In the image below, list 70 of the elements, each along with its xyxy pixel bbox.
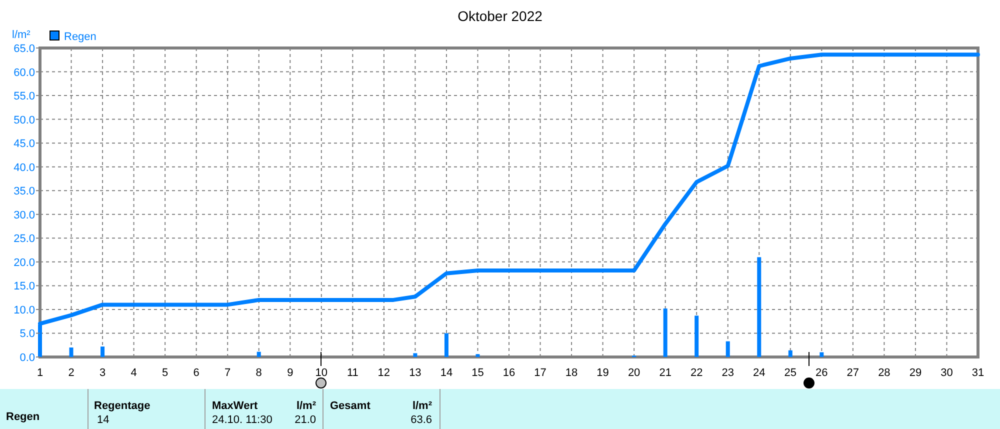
y-tick-label: 60.0 <box>14 66 35 79</box>
text: l/m² <box>296 400 316 412</box>
text: l/m² <box>412 400 432 412</box>
y-tick-label: 10.0 <box>14 304 35 316</box>
x-tick-label: 22 <box>690 367 703 379</box>
x-tick-label: 5 <box>162 367 168 379</box>
x-tick-label: 4 <box>130 367 137 379</box>
x-tick-label: 23 <box>722 367 734 379</box>
y-tick-label: 0.0 <box>20 352 35 364</box>
x-tick-label: 18 <box>565 367 578 379</box>
bar <box>663 308 668 357</box>
y-tick-label: 25.0 <box>14 233 35 246</box>
y-tick-label: 65.0 <box>14 43 35 55</box>
x-tick-label: 2 <box>68 367 74 379</box>
y-tick-label: 55.0 <box>14 90 35 103</box>
x-tick-label: 9 <box>287 367 294 379</box>
bar <box>820 352 824 357</box>
x-tick-label: 30 <box>940 367 953 379</box>
x-tick-label: 27 <box>846 367 860 379</box>
bar <box>69 347 74 357</box>
x-tick-label: 3 <box>99 367 106 379</box>
y-tick-label: 45.0 <box>14 138 35 150</box>
bar <box>256 352 261 357</box>
x-tick-label: 17 <box>534 367 546 379</box>
text: 63.6 <box>410 414 432 426</box>
x-tick-label: 11 <box>346 367 358 379</box>
y-tick-label: 50.0 <box>14 114 35 126</box>
bar <box>413 353 418 357</box>
text: Gesamt <box>330 400 371 412</box>
x-tick-label: 15 <box>472 367 484 379</box>
x-tick-label: 31 <box>972 367 984 379</box>
text: 21.0 <box>294 414 316 426</box>
text: Regen <box>6 411 40 423</box>
bar <box>757 257 762 357</box>
x-tick-label: 7 <box>224 367 231 379</box>
y-tick-label: 5.0 <box>20 328 35 340</box>
x-tick-label: 19 <box>596 367 609 379</box>
bar <box>726 341 730 357</box>
x-tick-label: 25 <box>784 367 797 379</box>
x-tick-label: 6 <box>193 367 200 379</box>
y-tick-label: 30.0 <box>14 209 35 222</box>
legend-label: Regen <box>64 31 96 43</box>
y-tick-label: 20.0 <box>14 256 35 269</box>
bar <box>100 346 105 357</box>
text: 24.10. 11:30 <box>212 414 272 426</box>
x-tick-label: 28 <box>878 367 890 379</box>
y-tick-label: 40.0 <box>14 162 35 174</box>
x-tick-label: 16 <box>502 367 516 379</box>
x-tick-label: 29 <box>909 367 922 379</box>
y-axis-title: l/m² <box>12 29 31 41</box>
text: Regentage <box>94 400 150 412</box>
x-tick-label: 21 <box>659 367 672 379</box>
text: 14 <box>97 414 110 426</box>
x-tick-label: 1 <box>36 367 44 379</box>
x-tick-label: 14 <box>440 367 453 379</box>
chart-title: Oktober 2022 <box>458 8 543 24</box>
x-tick-label: 24 <box>753 367 766 379</box>
x-tick-label: 12 <box>378 367 390 379</box>
y-tick-label: 15.0 <box>14 280 35 293</box>
x-tick-label: 20 <box>628 367 640 379</box>
text: MaxWert <box>212 400 258 412</box>
bar <box>444 333 448 357</box>
bar <box>788 350 792 357</box>
x-tick-label: 8 <box>256 367 262 379</box>
bar <box>694 316 699 357</box>
x-tick-label: 13 <box>409 367 422 379</box>
x-tick-label: 10 <box>315 367 328 379</box>
y-tick-label: 35.0 <box>14 186 35 198</box>
x-tick-label: 26 <box>816 367 828 379</box>
bar <box>476 354 480 357</box>
